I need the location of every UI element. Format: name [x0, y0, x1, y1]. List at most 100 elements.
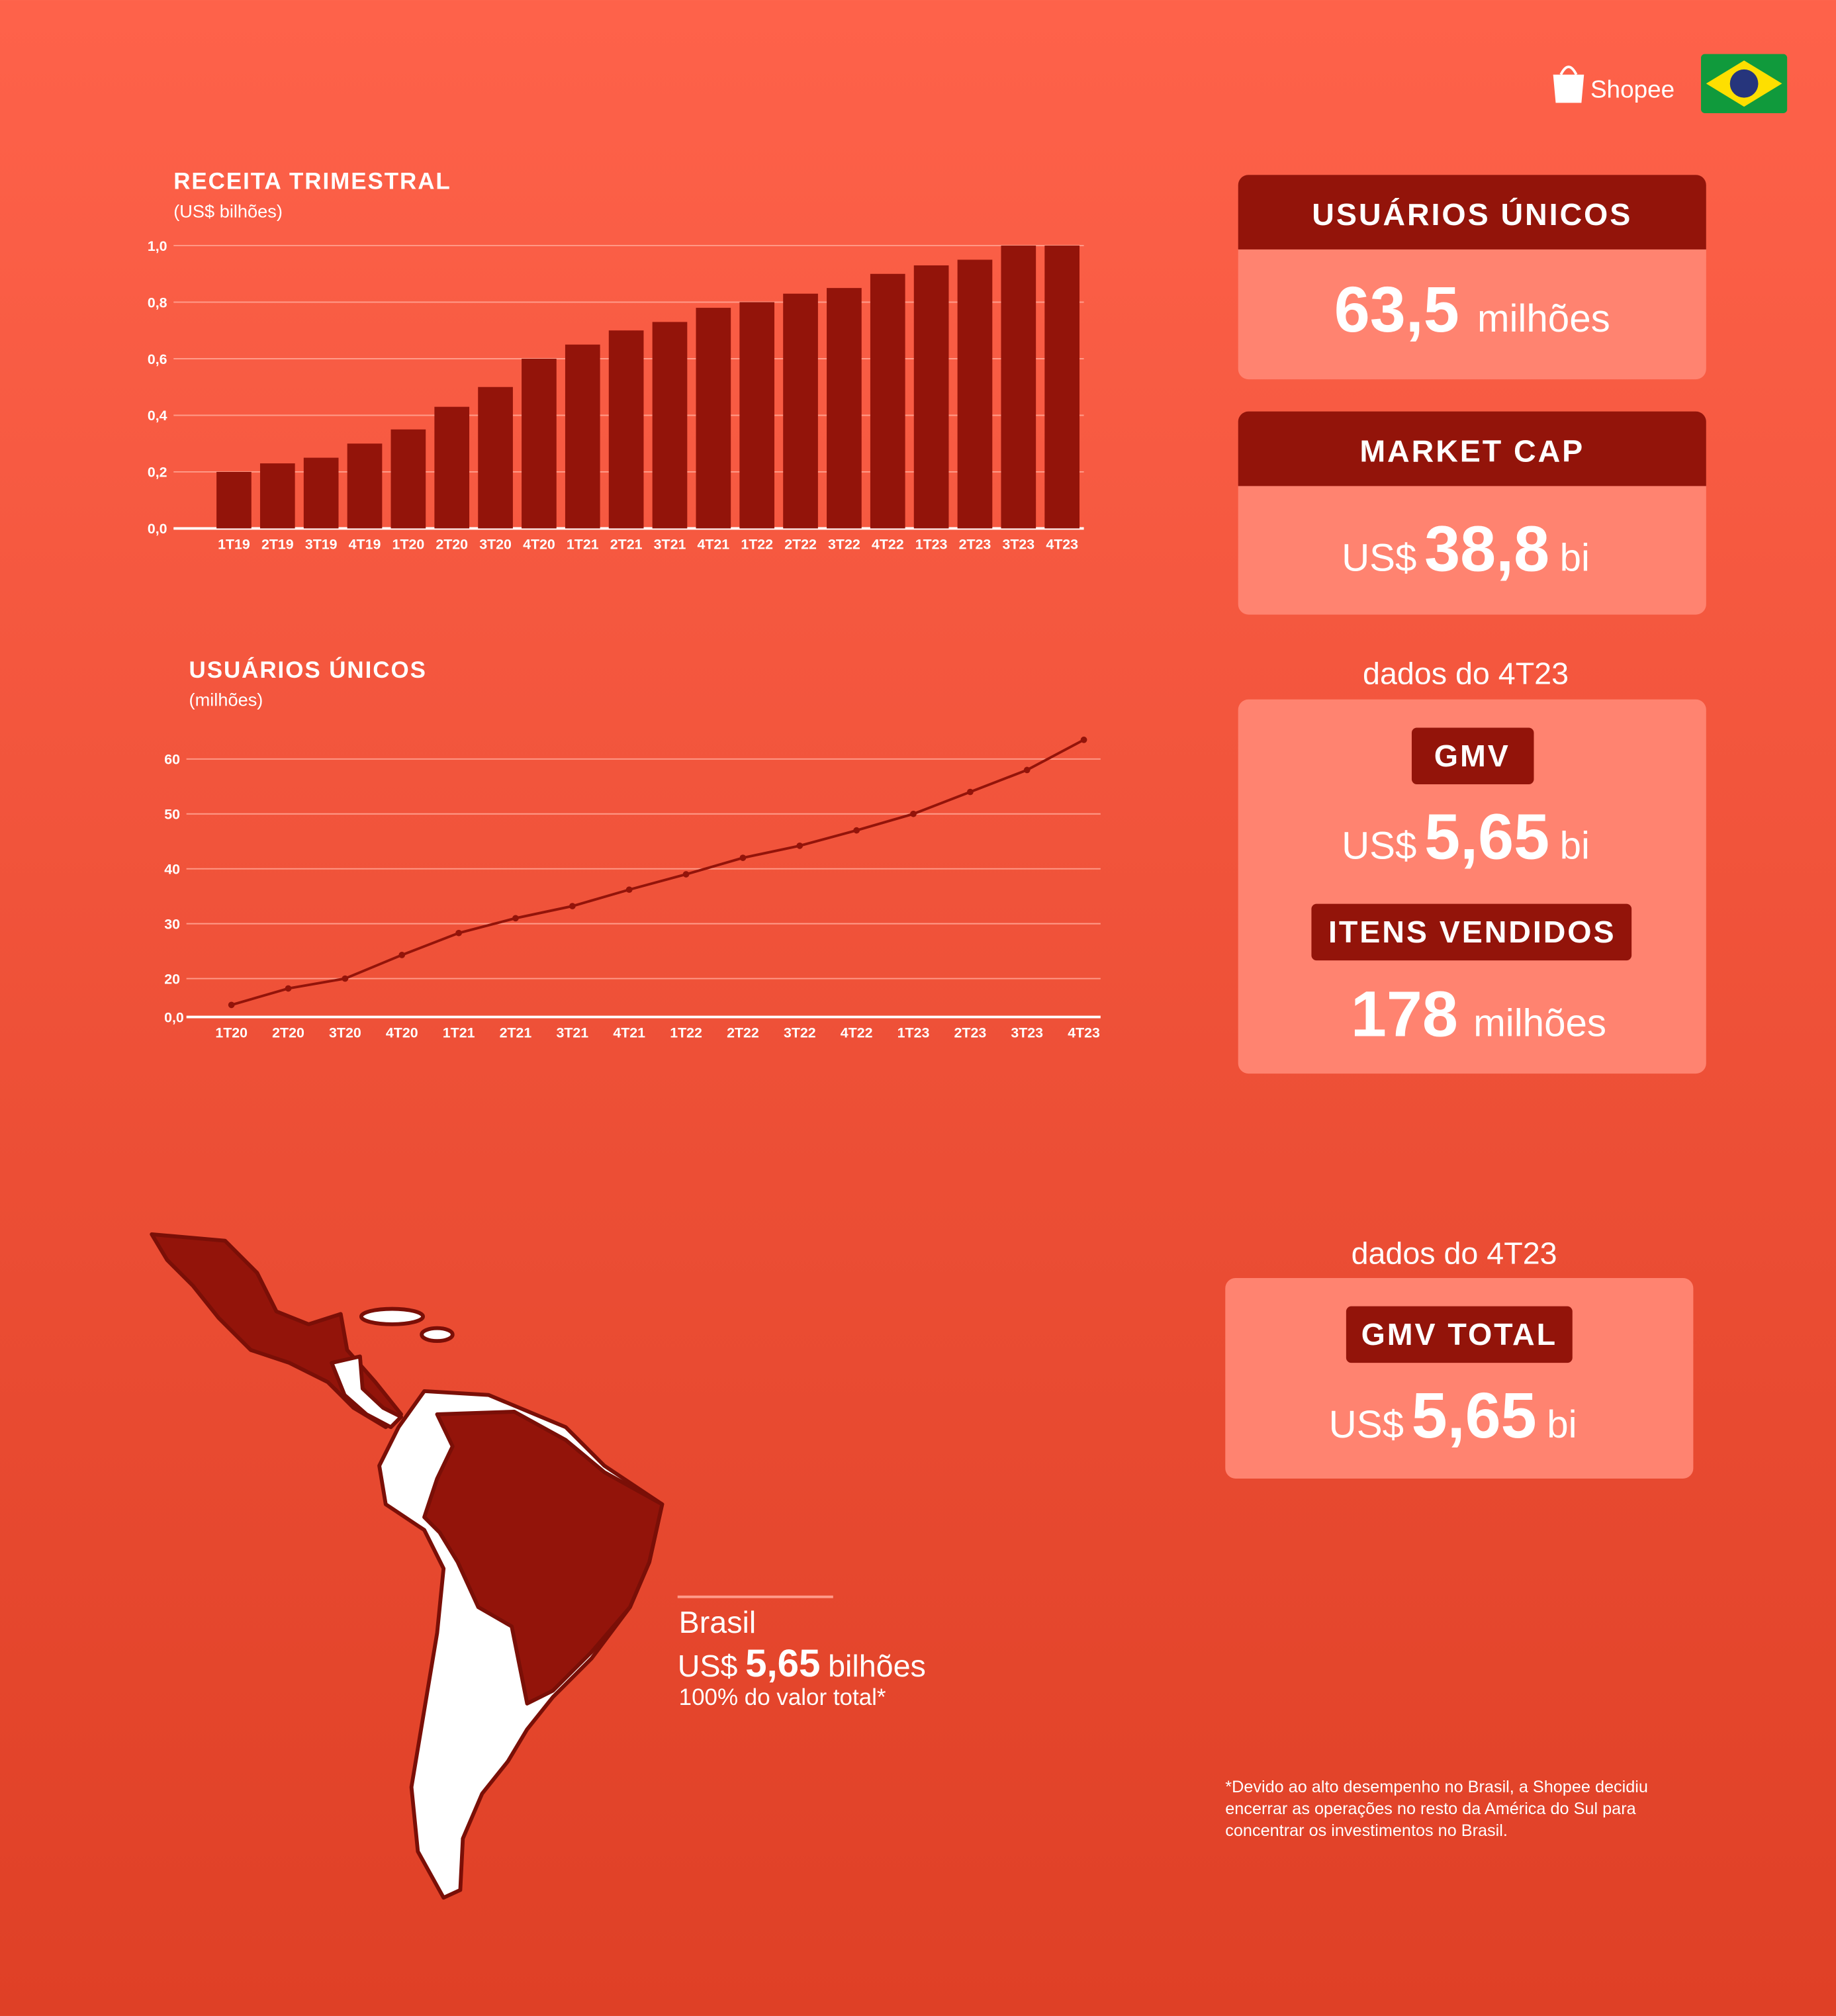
- x-tick-label: 2T23: [954, 1025, 987, 1041]
- y-tick-label: 20: [164, 971, 180, 987]
- x-tick-label: 3T19: [305, 537, 338, 553]
- x-tick-label: 4T22: [841, 1025, 873, 1041]
- bar: [522, 358, 557, 529]
- chart-subtitle: (milhões): [189, 689, 263, 710]
- x-tick-label: 1T19: [218, 537, 250, 553]
- x-tick-label: 2T22: [727, 1025, 759, 1041]
- x-tick-label: 3T23: [1002, 537, 1034, 553]
- x-tick-label: 2T20: [272, 1025, 304, 1041]
- x-tick-label: 4T21: [697, 537, 729, 553]
- x-tick-label: 4T22: [872, 537, 904, 553]
- map: [150, 1232, 665, 1900]
- point: [455, 929, 462, 937]
- point: [285, 985, 292, 992]
- x-tick-label: 3T21: [556, 1025, 588, 1041]
- bar: [913, 265, 949, 529]
- x-tick-label: 1T20: [215, 1025, 248, 1041]
- x-tick-label: 2T23: [959, 537, 991, 553]
- logo: Shopee: [1553, 54, 1788, 113]
- chart-subtitle: (US$ bilhões): [173, 201, 283, 221]
- footnote: *Devido ao alto desempenho no Brasil, a …: [1225, 1778, 1648, 1796]
- bar: [390, 429, 426, 529]
- pill-title: GMV TOTAL: [1361, 1317, 1557, 1352]
- x-tick-label: 4T23: [1046, 537, 1078, 553]
- point: [739, 854, 747, 861]
- point: [967, 788, 974, 796]
- y-tick-label: 1,0: [148, 238, 167, 254]
- point: [853, 827, 860, 834]
- x-tick-label: 3T22: [784, 1025, 816, 1041]
- map-label: Brasil: [679, 1605, 757, 1639]
- point: [625, 886, 633, 893]
- card-value: US$ 5,65 bi: [1329, 1379, 1577, 1451]
- x-tick-label: 1T23: [897, 1025, 930, 1041]
- y-tick-label: 0,0: [148, 521, 167, 537]
- footnote: encerrar as operações no resto da Améric…: [1225, 1800, 1636, 1818]
- bar: [957, 259, 993, 529]
- bar: [216, 471, 252, 529]
- x-tick-label: 2T22: [784, 537, 817, 553]
- point: [910, 810, 917, 817]
- x-tick-label: 4T20: [386, 1025, 418, 1041]
- card-value: US$ 5,65 bi: [1342, 801, 1590, 873]
- x-tick-label: 1T22: [741, 537, 773, 553]
- x-tick-label: 1T21: [567, 537, 599, 553]
- bar: [434, 406, 470, 529]
- x-tick-label: 1T21: [443, 1025, 475, 1041]
- pill-title: ITENS VENDIDOS: [1328, 915, 1616, 949]
- y-tick-label: 30: [164, 916, 180, 932]
- x-tick-label: 2T21: [500, 1025, 532, 1041]
- point: [1023, 766, 1031, 774]
- bar: [478, 387, 513, 529]
- bar: [259, 463, 295, 529]
- y-tick-label: 0,2: [148, 465, 167, 481]
- point: [512, 915, 519, 922]
- card-title: USUÁRIOS ÚNICOS: [1312, 197, 1632, 232]
- bar: [565, 344, 600, 529]
- x-tick-label: 4T20: [523, 537, 555, 553]
- bar: [608, 330, 644, 529]
- card-title: MARKET CAP: [1359, 434, 1584, 468]
- x-tick-label: 3T21: [654, 537, 686, 553]
- caption: dados do 4T23: [1363, 656, 1569, 690]
- x-tick-label: 1T20: [392, 537, 425, 553]
- card-total: GMV TOTAL US$ 5,65 bi: [1225, 1277, 1694, 1479]
- bar: [696, 308, 731, 529]
- bar: [652, 322, 688, 529]
- line: [231, 739, 1085, 1007]
- y-tick-label: 0,4: [148, 408, 167, 424]
- x-tick-label: 2T21: [610, 537, 643, 553]
- x-tick-label: 4T19: [349, 537, 381, 553]
- bar: [1044, 246, 1080, 529]
- footnote: concentrar os investimentos no Brasil.: [1225, 1821, 1508, 1840]
- map-share: 100% do valor total*: [679, 1684, 886, 1710]
- bar: [347, 443, 383, 529]
- chart-title: RECEITA TRIMESTRAL: [173, 169, 451, 195]
- bar: [827, 288, 862, 529]
- x-tick-label: 3T20: [479, 537, 512, 553]
- y-tick-label: 0,8: [148, 295, 167, 310]
- bar: [739, 302, 775, 529]
- map-value: US$ 5,65 bilhões: [678, 1642, 926, 1685]
- y-tick-label: 60: [164, 752, 180, 768]
- x-tick-label: 3T20: [329, 1025, 361, 1041]
- card-users: USUÁRIOS ÚNICOS 63,5 milhões: [1238, 175, 1706, 380]
- bar: [783, 293, 818, 529]
- point: [569, 903, 576, 909]
- x-tick-label: 3T23: [1011, 1025, 1043, 1041]
- card-value: 63,5 milhões: [1334, 273, 1610, 345]
- x-tick-label: 1T22: [670, 1025, 702, 1041]
- point: [342, 975, 349, 982]
- brand: Shopee: [1590, 76, 1675, 103]
- x-tick-label: 1T23: [915, 537, 948, 553]
- pill-title: GMV: [1434, 739, 1510, 773]
- card-value: 178 milhões: [1351, 978, 1606, 1050]
- card-quarter: GMV US$ 5,65 bi ITENS VENDIDOS 178 milhões: [1238, 699, 1706, 1074]
- x-tick-label: 2T19: [261, 537, 294, 553]
- x-tick-label: 4T21: [613, 1025, 645, 1041]
- x-tick-label: 2T20: [436, 537, 468, 553]
- point: [682, 871, 690, 878]
- point: [398, 952, 406, 958]
- bar: [870, 273, 905, 529]
